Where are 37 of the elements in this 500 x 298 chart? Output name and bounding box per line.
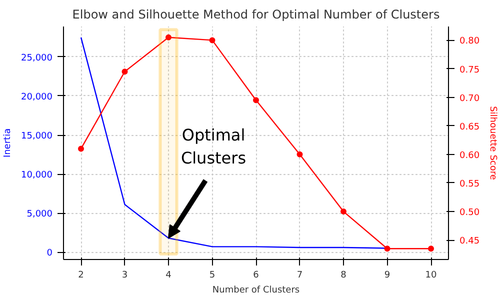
y-tick-label: 10,000 — [21, 170, 53, 181]
y-tick-label: 0 — [46, 248, 53, 259]
y-axis-title: Inertia — [3, 128, 14, 158]
x-tick-label: 7 — [296, 270, 303, 280]
point — [253, 97, 259, 104]
x-tick-label: 10 — [425, 270, 437, 280]
y2-tick-label: 0.45 — [460, 236, 480, 247]
x-tick-label: 6 — [253, 270, 260, 280]
point — [166, 34, 172, 40]
point — [340, 208, 346, 215]
y2-tick-label: 0.80 — [460, 36, 480, 47]
y-tick-label: 15,000 — [21, 132, 53, 142]
x-tick-label: 8 — [340, 270, 347, 280]
x-tick-label: 4 — [166, 270, 172, 280]
point — [78, 146, 84, 152]
x-axis-title: Number of Clusters — [212, 286, 300, 296]
y-tick-label: 5,000 — [26, 210, 53, 220]
y2-tick-label: 0.50 — [460, 208, 480, 218]
point — [296, 151, 303, 158]
y2-axis-title: Silhouette Score — [488, 106, 498, 180]
point — [209, 37, 216, 44]
y2-tick-label: 0.75 — [460, 65, 480, 76]
y2-tick-label: 0.60 — [460, 150, 480, 161]
y2-tick-label: 0.65 — [460, 122, 480, 132]
annotation: Optimal Clusters — [180, 126, 246, 168]
point — [384, 246, 390, 252]
y2-tick-label: 0.55 — [460, 179, 480, 190]
y-tick-label: 20,000 — [21, 92, 53, 102]
point — [428, 246, 434, 252]
x-tick-label: 5 — [209, 270, 216, 280]
x-tick-label: 2 — [78, 270, 84, 280]
x-tick-label: 3 — [122, 270, 128, 280]
x-tick-label: 9 — [384, 270, 390, 280]
y-tick-label: 25,000 — [21, 53, 53, 64]
chart-title: Elbow and Silhouette Method for Optimal Number of Clusters — [72, 8, 440, 22]
point — [122, 68, 128, 75]
y2-tick-label: 0.70 — [460, 94, 480, 104]
